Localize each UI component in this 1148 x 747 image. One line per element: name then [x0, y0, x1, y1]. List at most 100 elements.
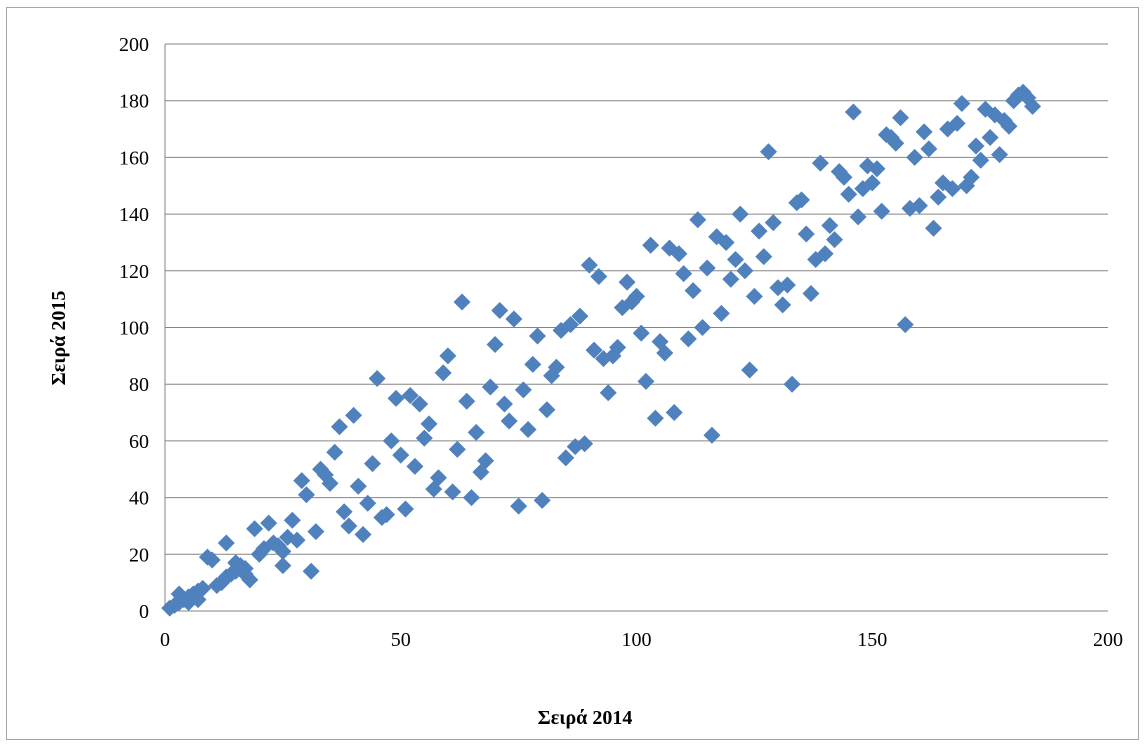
data-point [321, 474, 339, 492]
y-tick-label: 140 [119, 204, 149, 226]
data-point [359, 494, 377, 512]
data-point [217, 534, 235, 552]
data-point [420, 415, 438, 433]
data-point [717, 233, 735, 251]
y-tick-label: 40 [129, 488, 149, 510]
data-point [774, 296, 792, 314]
data-point [646, 409, 664, 427]
data-point [750, 222, 768, 240]
data-point [411, 395, 429, 413]
y-tick-label: 60 [129, 431, 149, 453]
data-point [962, 168, 980, 186]
data-point [561, 316, 579, 334]
data-point [378, 506, 396, 524]
data-point [462, 489, 480, 507]
data-point [712, 304, 730, 322]
data-point [906, 148, 924, 166]
x-tick-label: 100 [622, 629, 652, 651]
data-point [510, 497, 528, 515]
data-point [844, 103, 862, 121]
data-point [260, 514, 278, 532]
data-point [684, 282, 702, 300]
data-point [920, 140, 938, 158]
data-point [363, 455, 381, 473]
data-point [910, 197, 928, 215]
data-point [943, 180, 961, 198]
data-point [835, 168, 853, 186]
data-point [811, 154, 829, 172]
x-axis-title: Σειρά 2014 [538, 707, 633, 729]
data-point [519, 421, 537, 439]
data-point [642, 236, 660, 254]
data-point [274, 542, 292, 560]
data-point [821, 216, 839, 234]
data-point [967, 137, 985, 155]
data-point [618, 273, 636, 291]
data-point [495, 395, 513, 413]
data-point [354, 525, 372, 543]
data-point [628, 287, 645, 305]
data-point [500, 412, 518, 430]
data-point [486, 336, 504, 354]
data-point [524, 355, 542, 373]
data-point [929, 188, 947, 206]
data-point [458, 392, 476, 410]
data-point [571, 307, 589, 325]
data-point [297, 486, 315, 504]
data-point [203, 551, 221, 569]
data-point [670, 245, 688, 263]
data-point [665, 404, 683, 422]
data-point [580, 256, 598, 274]
data-point [698, 259, 716, 277]
data-point [745, 287, 763, 305]
data-point [401, 387, 419, 405]
data-point [991, 146, 1009, 164]
data-point [1024, 97, 1042, 115]
data-point [793, 191, 811, 209]
y-tick-label: 0 [139, 601, 149, 623]
data-point [368, 370, 386, 388]
data-point [755, 248, 773, 266]
data-point [467, 423, 485, 441]
chart-area: 0 20 40 60 80 100 120 140 160 180 200 0 50 100 150 200 … [6, 7, 1139, 740]
x-tick-label: 0 [160, 629, 170, 651]
data-point [703, 426, 721, 444]
data-points [161, 83, 1042, 617]
data-point [481, 378, 499, 396]
data-point [349, 477, 367, 495]
data-point [953, 95, 971, 113]
data-point [387, 389, 405, 407]
data-point [307, 523, 325, 541]
y-tick-label: 80 [129, 374, 149, 396]
data-point [444, 483, 462, 501]
data-point [415, 429, 433, 447]
data-point [274, 557, 292, 575]
data-point [590, 267, 608, 285]
data-point [528, 327, 546, 345]
data-point [439, 347, 457, 365]
data-point [896, 316, 914, 334]
data-point [694, 319, 712, 336]
y-tick-label: 200 [119, 34, 149, 56]
data-point [892, 109, 910, 127]
data-point [915, 123, 933, 141]
data-point [505, 310, 523, 328]
data-point [802, 284, 820, 302]
y-tick-label: 160 [119, 147, 149, 169]
tick-labels: 0 20 40 60 80 100 120 140 160 180 200 0 50 100 150 200 [119, 34, 1123, 651]
data-point [797, 225, 815, 243]
data-point [330, 418, 348, 436]
y-tick-label: 20 [129, 544, 149, 566]
data-point [1000, 117, 1018, 135]
data-point [533, 491, 551, 509]
data-point [302, 562, 320, 580]
data-point [514, 381, 532, 399]
data-point [609, 338, 627, 356]
data-point [925, 219, 943, 237]
data-point [868, 160, 886, 178]
data-point [826, 231, 844, 249]
data-point [760, 143, 778, 161]
x-tick-label: 200 [1093, 629, 1123, 651]
data-point [741, 361, 759, 379]
data-point [557, 449, 575, 467]
